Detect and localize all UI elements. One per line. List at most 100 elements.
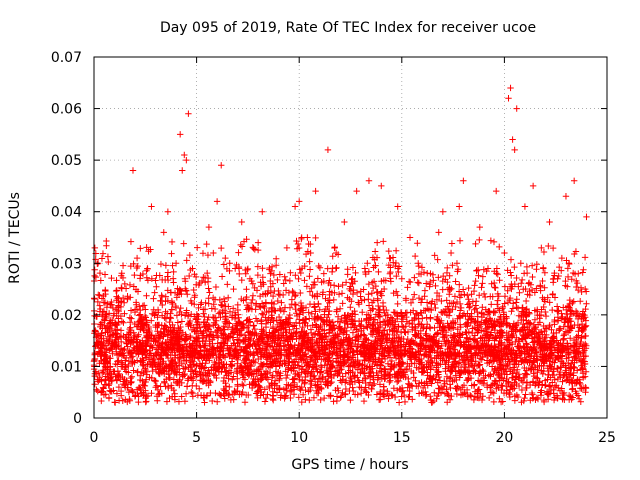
scatter-marker <box>213 374 220 382</box>
scatter-marker <box>356 360 363 367</box>
scatter-marker <box>306 258 313 265</box>
scatter-marker <box>441 357 448 364</box>
scatter-marker <box>227 396 235 404</box>
scatter-marker <box>548 342 555 350</box>
scatter-marker <box>359 309 366 316</box>
scatter-marker <box>161 314 168 321</box>
scatter-marker <box>487 389 494 396</box>
scatter-marker <box>461 291 468 298</box>
scatter-marker <box>434 256 441 263</box>
scatter-marker <box>94 298 102 306</box>
scatter-marker <box>126 347 133 355</box>
scatter-marker <box>466 300 473 307</box>
scatter-marker <box>488 324 496 331</box>
scatter-marker <box>346 295 353 303</box>
scatter-marker <box>282 276 289 284</box>
scatter-marker <box>159 301 166 309</box>
scatter-marker <box>515 312 523 319</box>
scatter-marker <box>341 317 349 324</box>
scatter-marker <box>290 376 297 383</box>
scatter-marker <box>428 380 435 387</box>
scatter-marker <box>394 311 401 319</box>
scatter-marker <box>336 346 344 354</box>
scatter-marker <box>157 297 164 304</box>
scatter-marker <box>407 299 415 307</box>
scatter-marker <box>103 346 111 353</box>
scatter-marker <box>184 347 191 354</box>
scatter-marker <box>476 361 483 369</box>
scatter-marker <box>118 351 126 359</box>
scatter-marker <box>573 333 580 341</box>
scatter-marker <box>421 287 429 294</box>
scatter-marker <box>314 378 321 386</box>
scatter-marker <box>260 281 267 288</box>
scatter-marker <box>211 372 219 379</box>
scatter-marker <box>146 349 153 357</box>
scatter-marker <box>376 313 384 321</box>
scatter-marker <box>474 308 481 316</box>
scatter-marker <box>523 269 531 277</box>
scatter-marker <box>291 292 299 300</box>
scatter-marker <box>387 366 394 373</box>
scatter-marker <box>199 250 207 257</box>
scatter-marker <box>170 268 177 276</box>
scatter-marker <box>498 382 505 389</box>
scatter-marker <box>205 321 213 329</box>
scatter-marker <box>185 272 193 280</box>
scatter-marker <box>255 366 262 373</box>
scatter-marker <box>488 363 496 370</box>
scatter-marker <box>149 344 156 351</box>
scatter-marker <box>494 372 502 379</box>
scatter-marker <box>125 336 132 343</box>
scatter-marker <box>512 357 519 364</box>
scatter-marker <box>182 331 189 338</box>
scatter-marker <box>413 310 421 317</box>
scatter-marker <box>286 315 294 322</box>
scatter-marker <box>253 348 260 356</box>
scatter-marker <box>518 326 526 333</box>
scatter-marker <box>117 350 124 357</box>
scatter-marker <box>559 336 567 343</box>
scatter-marker <box>131 271 138 279</box>
scatter-marker <box>311 316 318 324</box>
scatter-marker <box>508 328 515 335</box>
data-points <box>90 84 590 406</box>
scatter-marker <box>437 355 444 362</box>
scatter-marker <box>224 344 231 352</box>
scatter-marker <box>507 256 515 263</box>
scatter-marker <box>472 344 479 352</box>
scatter-marker <box>569 299 576 307</box>
scatter-marker <box>551 394 559 401</box>
scatter-marker <box>323 352 330 359</box>
scatter-marker <box>551 383 559 391</box>
scatter-marker <box>293 245 301 252</box>
scatter-marker <box>485 318 492 325</box>
scatter-marker <box>175 335 182 342</box>
scatter-marker <box>191 292 199 299</box>
scatter-marker <box>582 352 589 360</box>
scatter-marker <box>302 350 309 358</box>
scatter-marker <box>323 342 330 349</box>
scatter-marker <box>493 265 501 272</box>
scatter-marker <box>357 390 365 397</box>
scatter-marker <box>530 344 537 351</box>
scatter-marker <box>448 368 455 375</box>
scatter-marker <box>285 381 292 389</box>
scatter-marker <box>487 332 495 339</box>
scatter-marker <box>570 372 577 379</box>
scatter-marker <box>526 291 533 299</box>
scatter-marker <box>188 388 195 396</box>
scatter-marker <box>558 363 565 371</box>
scatter-marker <box>415 312 422 319</box>
scatter-marker <box>159 340 166 347</box>
scatter-marker <box>137 245 144 252</box>
scatter-marker <box>301 277 308 284</box>
scatter-marker <box>434 316 442 324</box>
scatter-marker <box>488 280 495 288</box>
scatter-marker <box>246 331 253 339</box>
scatter-marker <box>327 393 334 400</box>
scatter-marker <box>531 316 539 323</box>
scatter-marker <box>129 388 136 395</box>
scatter-marker <box>464 393 471 400</box>
scatter-marker <box>470 367 477 375</box>
